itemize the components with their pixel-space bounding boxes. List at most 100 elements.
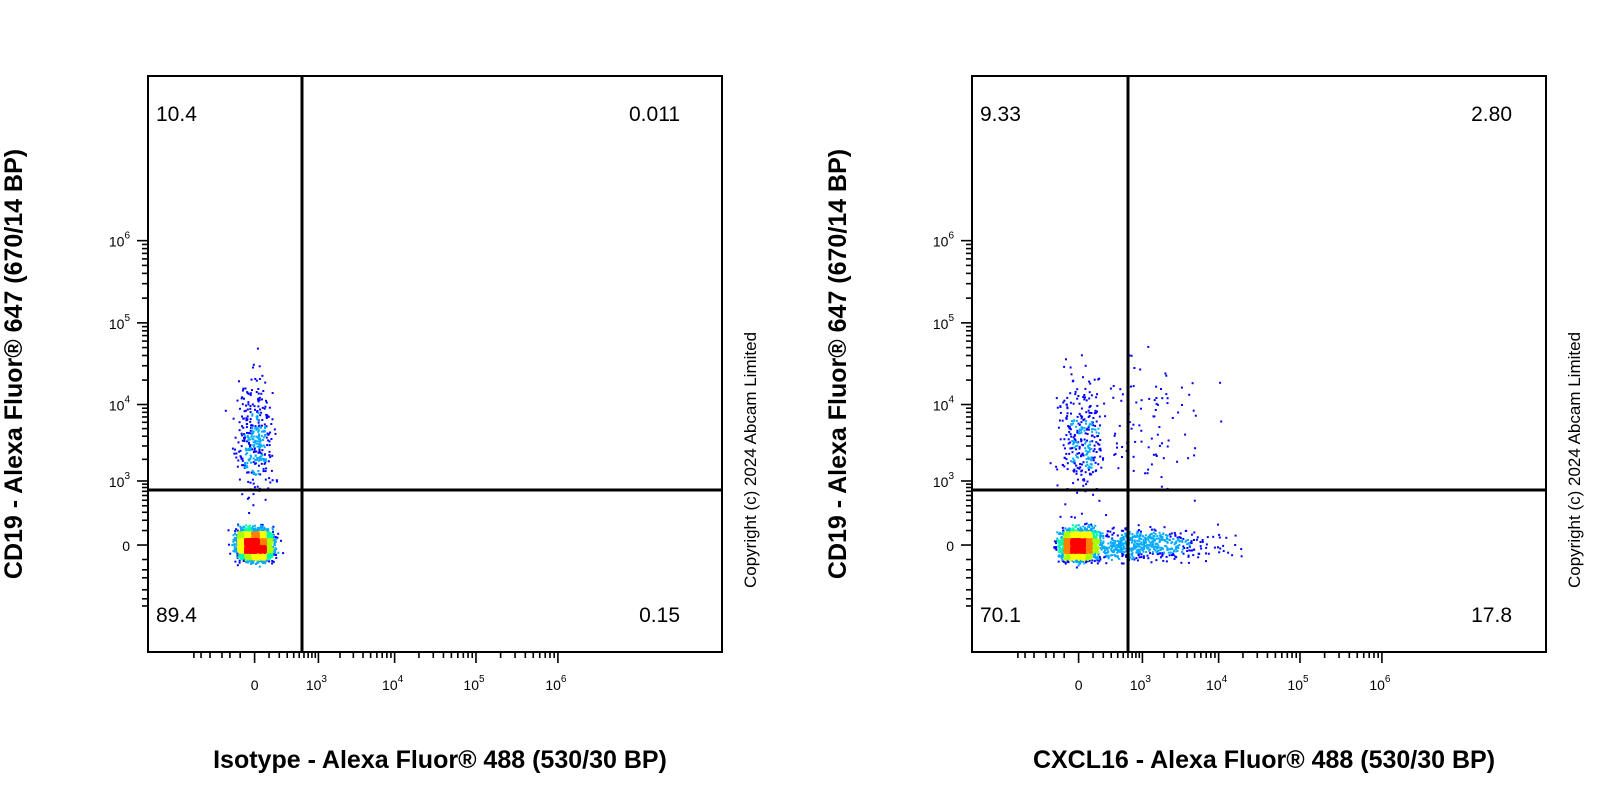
- event-dot: [1169, 551, 1172, 554]
- event-dot: [1086, 463, 1089, 466]
- event-dot: [264, 460, 267, 462]
- event-dot: [1102, 540, 1105, 543]
- event-dot: [1072, 443, 1075, 446]
- event-dot: [1062, 540, 1065, 543]
- event-dot: [242, 545, 245, 548]
- event-dot: [1073, 470, 1075, 473]
- event-dot: [1093, 546, 1096, 549]
- event-dot: [1081, 415, 1084, 418]
- event-dot: [252, 542, 254, 545]
- event-dot: [1096, 555, 1099, 558]
- event-dot: [1075, 448, 1078, 451]
- event-dot: [1130, 550, 1133, 552]
- event-dot: [1090, 458, 1093, 461]
- event-dot: [249, 429, 252, 432]
- event-dot: [274, 553, 277, 556]
- event-dot: [1103, 556, 1106, 559]
- event-dot: [1098, 560, 1101, 563]
- event-dot: [1181, 539, 1184, 542]
- event-dot: [262, 467, 265, 470]
- event-dot: [1196, 536, 1199, 539]
- event-dot: [242, 426, 245, 429]
- event-dot: [1080, 528, 1083, 531]
- event-dot: [1065, 528, 1068, 531]
- event-dot: [245, 561, 248, 564]
- event-dot: [1205, 543, 1208, 546]
- event-dot: [1088, 524, 1090, 527]
- event-dot: [1222, 550, 1225, 552]
- event-dot: [1112, 396, 1115, 399]
- event-dot: [256, 458, 259, 461]
- event-dot: [1124, 532, 1127, 535]
- event-dot: [1138, 538, 1141, 541]
- event-dot: [1094, 547, 1096, 550]
- event-dot: [1149, 552, 1152, 555]
- event-dot: [1079, 428, 1081, 431]
- event-dot: [1181, 404, 1183, 406]
- event-dot: [1087, 456, 1090, 459]
- event-dot: [1075, 566, 1078, 569]
- event-dot: [233, 452, 236, 455]
- event-dot: [1099, 542, 1102, 544]
- event-dot: [1095, 544, 1098, 547]
- event-dot: [273, 544, 276, 547]
- event-dot: [1150, 528, 1153, 531]
- event-dot: [1086, 439, 1088, 442]
- event-dot: [264, 453, 266, 456]
- event-dot: [1079, 466, 1082, 469]
- event-dot: [1080, 470, 1083, 473]
- event-dot: [1113, 453, 1116, 456]
- event-dot: [244, 547, 247, 550]
- event-dot: [264, 426, 266, 429]
- event-dot: [1176, 550, 1179, 552]
- event-dot: [1121, 456, 1123, 458]
- event-dot: [1166, 540, 1169, 543]
- event-dot: [266, 538, 269, 541]
- event-dot: [1186, 543, 1189, 546]
- event-dot: [1092, 535, 1095, 538]
- event-dot: [249, 405, 252, 408]
- event-dot: [259, 440, 262, 443]
- y-axis-title: CD19 - Alexa Fluor® 647 (670/14 BP): [0, 149, 28, 579]
- event-dot: [1185, 539, 1188, 542]
- event-dot: [1063, 555, 1066, 558]
- event-dot: [243, 439, 246, 442]
- event-dot: [1180, 561, 1183, 564]
- event-dot: [1130, 354, 1133, 357]
- event-dot: [1137, 543, 1140, 546]
- event-dot: [1059, 540, 1062, 543]
- event-dot: [272, 560, 275, 563]
- event-dot: [1093, 539, 1096, 542]
- event-dot: [270, 535, 273, 538]
- event-dot: [1092, 527, 1095, 530]
- event-dot: [1149, 537, 1152, 540]
- event-dot: [270, 423, 273, 425]
- event-dot: [1163, 539, 1166, 541]
- event-dot: [248, 559, 251, 562]
- event-dot: [1071, 460, 1074, 463]
- event-dot: [1188, 542, 1191, 545]
- event-dot: [1152, 545, 1155, 548]
- event-dot: [1058, 546, 1060, 549]
- event-dot: [1185, 529, 1188, 532]
- event-dot: [1071, 559, 1074, 562]
- event-dot: [263, 446, 266, 449]
- event-dot: [236, 399, 239, 402]
- event-dot: [266, 556, 269, 559]
- event-dot: [261, 457, 264, 460]
- event-dot: [1219, 381, 1222, 384]
- event-dot: [1172, 538, 1175, 540]
- event-dot: [238, 559, 241, 562]
- event-dot: [251, 539, 254, 542]
- event-dot: [1157, 546, 1160, 549]
- event-dot: [1093, 444, 1096, 447]
- event-dot: [1102, 458, 1104, 461]
- event-dot: [1097, 378, 1100, 381]
- event-dot: [1089, 528, 1092, 531]
- event-dot: [1058, 543, 1061, 545]
- event-dot: [1151, 551, 1154, 554]
- event-dot: [1078, 467, 1081, 470]
- event-dot: [1136, 559, 1139, 562]
- event-dot: [1061, 419, 1064, 422]
- event-dot: [1106, 547, 1109, 550]
